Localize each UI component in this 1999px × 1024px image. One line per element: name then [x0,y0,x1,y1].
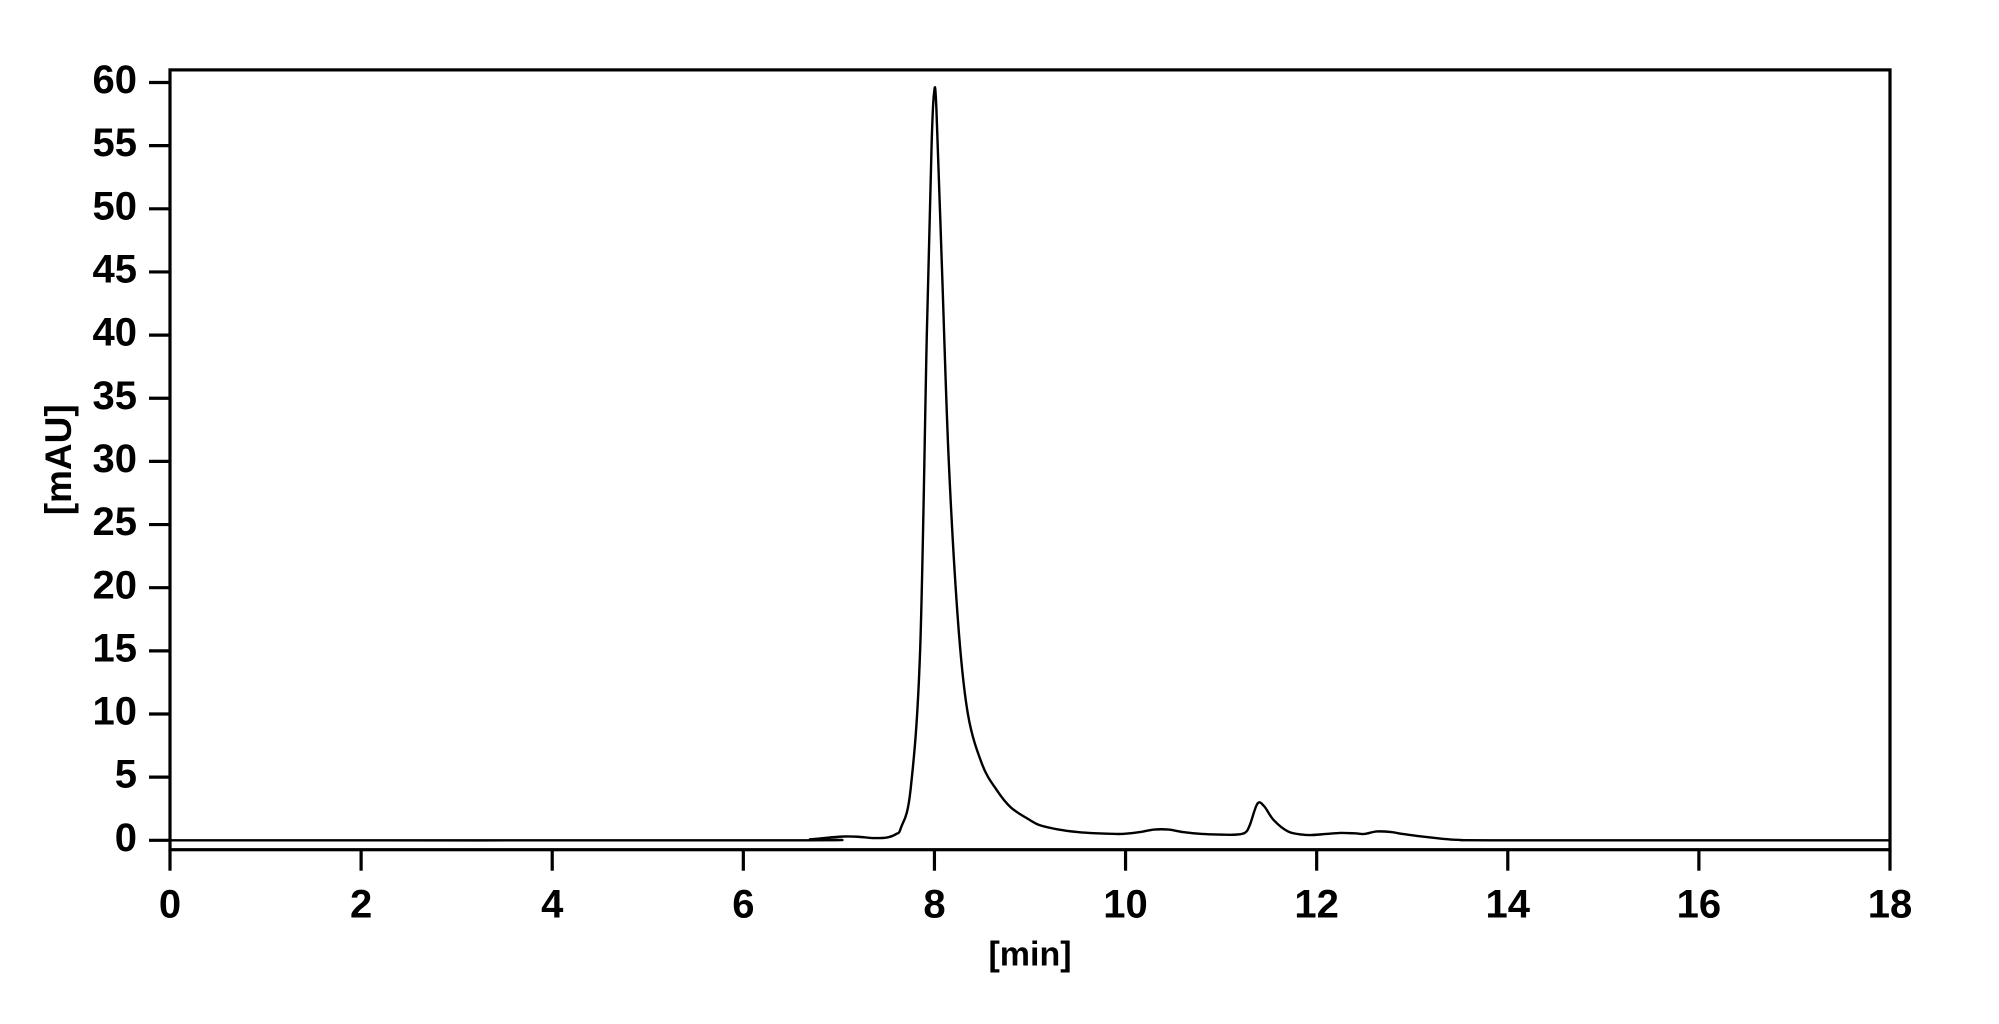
svg-text:10: 10 [93,690,138,734]
svg-text:2: 2 [350,883,372,927]
svg-text:60: 60 [93,58,138,102]
svg-text:35: 35 [93,374,138,418]
svg-text:45: 45 [93,248,138,292]
svg-text:8: 8 [923,883,945,927]
svg-text:18: 18 [1868,883,1913,927]
svg-text:[min]: [min] [988,936,1071,974]
svg-text:50: 50 [93,184,138,228]
svg-text:0: 0 [115,816,137,860]
svg-text:15: 15 [93,626,138,670]
svg-text:12: 12 [1294,883,1339,927]
svg-text:14: 14 [1486,883,1531,927]
svg-text:[mAU]: [mAU] [38,404,79,515]
svg-text:4: 4 [541,883,564,927]
svg-text:10: 10 [1103,883,1148,927]
svg-text:5: 5 [115,753,137,797]
svg-text:25: 25 [93,500,138,544]
svg-text:40: 40 [93,311,138,355]
svg-text:55: 55 [93,121,138,165]
svg-text:0: 0 [159,883,181,927]
svg-text:30: 30 [93,437,138,481]
svg-text:20: 20 [93,563,138,607]
svg-text:16: 16 [1677,883,1722,927]
svg-text:6: 6 [732,883,754,927]
